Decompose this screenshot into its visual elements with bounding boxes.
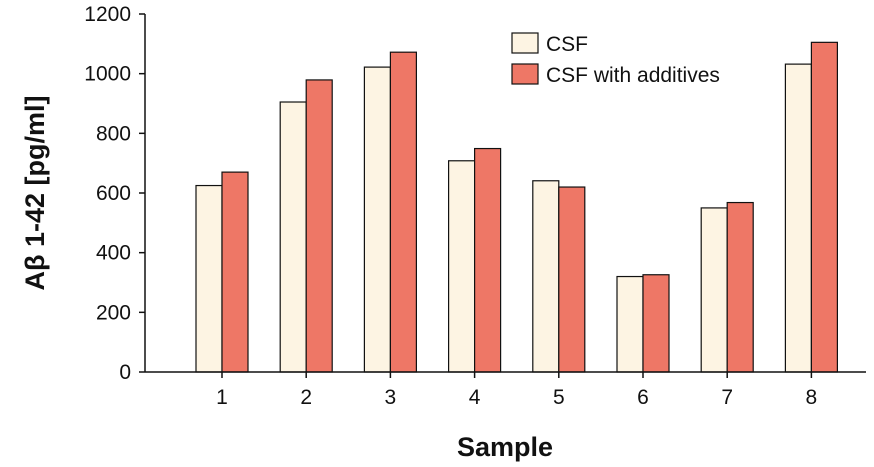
bar-csf-with-additives bbox=[558, 186, 586, 373]
x-tick-label: 6 bbox=[637, 386, 649, 409]
bar-csf-with-additives bbox=[221, 171, 249, 373]
legend-label-csf: CSF bbox=[546, 33, 588, 56]
bar-csf-with-additives bbox=[389, 51, 417, 373]
legend: CSF CSF with additives bbox=[511, 32, 720, 87]
y-axis-title: Aβ 1-42 [pg/ml] bbox=[20, 96, 50, 291]
bar-csf-with-additives bbox=[305, 79, 333, 373]
x-tick-label: 5 bbox=[553, 386, 565, 409]
legend-swatch-csf-with-additives bbox=[511, 63, 539, 85]
y-tick-label: 400 bbox=[96, 242, 131, 265]
y-tick-label: 200 bbox=[96, 301, 131, 324]
x-tick-label: 8 bbox=[806, 386, 818, 409]
bar-csf bbox=[448, 160, 476, 373]
y-tick-label: 1200 bbox=[84, 3, 131, 26]
bar-csf bbox=[363, 66, 391, 373]
legend-swatch-csf bbox=[511, 32, 539, 54]
bar-csf bbox=[279, 101, 307, 373]
y-tick-label: 0 bbox=[119, 361, 131, 384]
x-axis-title: Sample bbox=[457, 432, 553, 462]
x-tick-label: 4 bbox=[469, 386, 481, 409]
bar-csf bbox=[532, 180, 560, 373]
x-tick-label: 3 bbox=[385, 386, 397, 409]
x-tick-label: 2 bbox=[300, 386, 312, 409]
bar-csf-with-additives bbox=[474, 147, 502, 373]
y-axis-ticks: 0 200 400 600 800 1000 1200 bbox=[84, 3, 145, 384]
legend-label-csf-with-additives: CSF with additives bbox=[546, 64, 720, 87]
x-tick-label: 7 bbox=[721, 386, 733, 409]
x-tick-label: 1 bbox=[216, 386, 228, 409]
bar-csf bbox=[195, 184, 223, 373]
bar-csf bbox=[616, 275, 644, 373]
bar-csf bbox=[784, 63, 813, 373]
bar-csf-with-additives bbox=[642, 274, 670, 373]
bar-csf-with-additives bbox=[810, 41, 839, 373]
y-tick-label: 800 bbox=[96, 122, 131, 145]
bar-csf bbox=[700, 207, 728, 373]
y-tick-label: 1000 bbox=[84, 63, 131, 86]
plot-area bbox=[195, 41, 839, 373]
bar-csf-with-additives bbox=[726, 201, 754, 373]
x-axis-ticks: 1 2 3 4 5 6 7 8 bbox=[216, 372, 817, 409]
y-tick-label: 600 bbox=[96, 182, 131, 205]
